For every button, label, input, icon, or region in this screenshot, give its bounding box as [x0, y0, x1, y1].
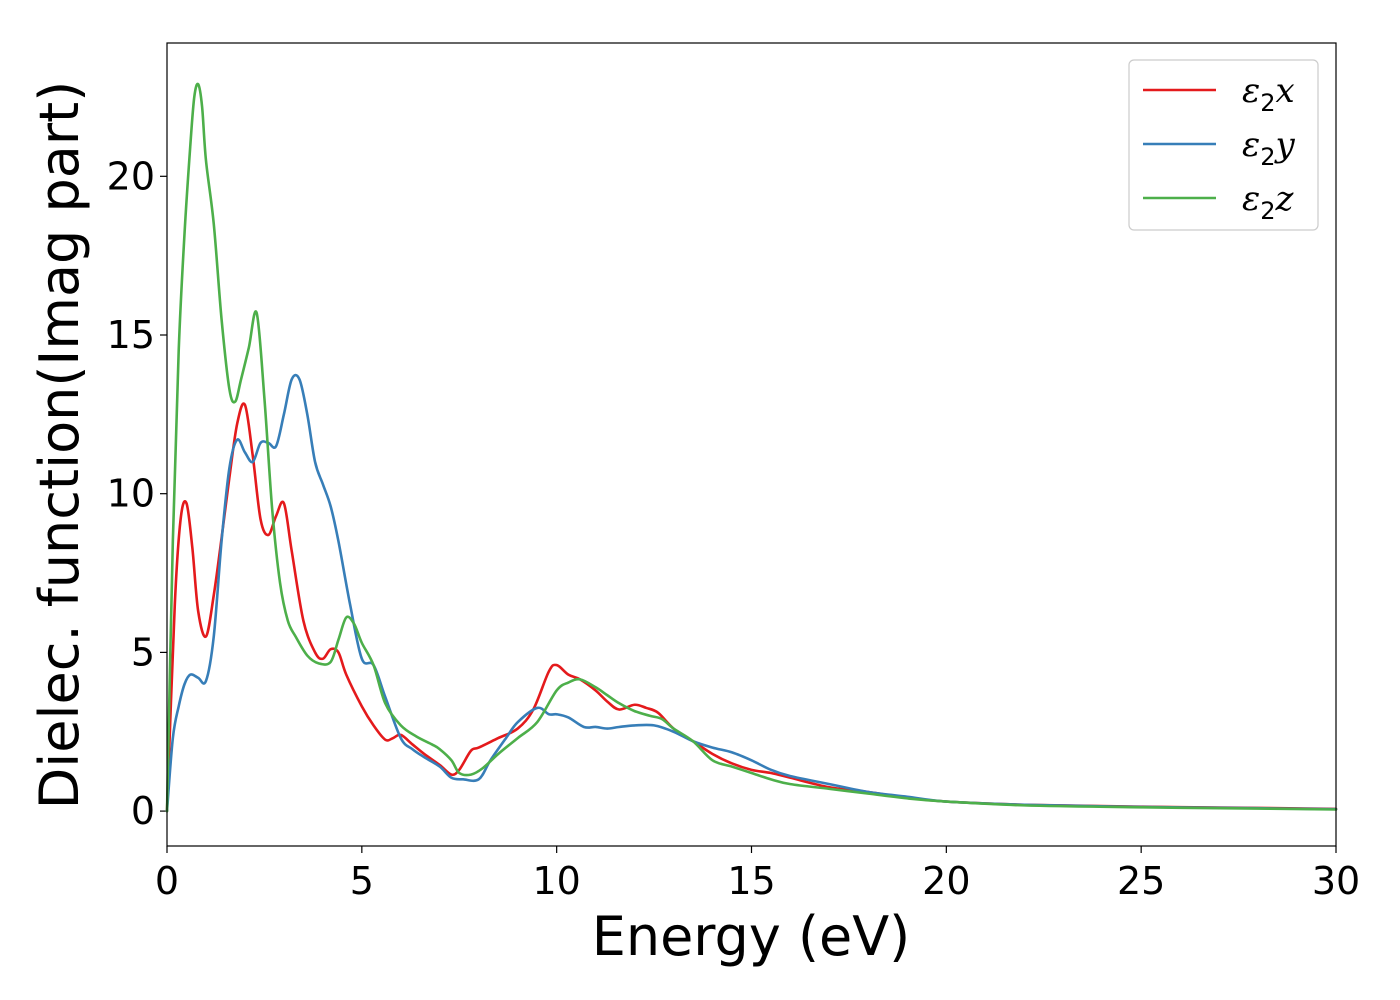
series-lines	[165, 82, 1338, 813]
y-axis-ticks: 0 5 10 15 20	[107, 154, 167, 833]
y-axis-title: Dielec. function(Imag part)	[28, 81, 91, 810]
legend-frame	[1128, 59, 1319, 231]
x-axis-title: Energy (eV)	[592, 905, 911, 968]
series-line-z	[165, 82, 1338, 813]
y-tick-label: 5	[131, 630, 155, 674]
series-line-y	[165, 373, 1338, 813]
legend: ε2x ε2y ε2z	[1128, 59, 1319, 231]
x-tick-label: 30	[1312, 859, 1360, 903]
legend-label-z: ε2z	[1242, 179, 1295, 225]
x-tick-label: 25	[1117, 859, 1165, 903]
y-tick-label: 20	[107, 154, 155, 198]
legend-label-y: ε2y	[1242, 125, 1296, 171]
y-tick-label: 10	[107, 472, 155, 516]
x-tick-label: 15	[727, 859, 775, 903]
y-tick-label: 15	[107, 313, 155, 357]
x-axis-ticks: 0 5 10 15 20 25 30	[155, 846, 1360, 903]
x-tick-label: 0	[155, 859, 179, 903]
plot-frame	[166, 42, 1337, 847]
x-tick-label: 5	[350, 859, 374, 903]
legend-label-x: ε2x	[1242, 71, 1295, 117]
x-tick-label: 20	[922, 859, 970, 903]
y-tick-label: 0	[131, 789, 155, 833]
x-tick-label: 10	[532, 859, 580, 903]
